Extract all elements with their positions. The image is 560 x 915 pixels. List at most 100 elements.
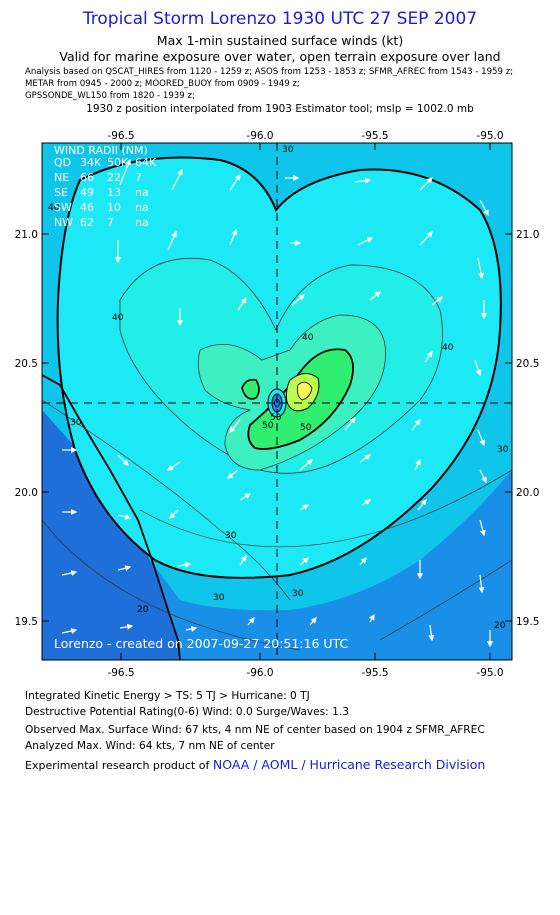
contour-label-7: 30 — [70, 418, 82, 428]
hrd-link[interactable]: NOAA / AOML / Hurricane Research Divisio… — [212, 757, 486, 772]
lat-tick-left-1: 20.5 — [15, 358, 38, 370]
wind-vectors — [61, 158, 493, 648]
wind-60kt-west-blob — [241, 378, 260, 400]
lon-tick-top-1: -96.0 — [246, 130, 273, 142]
wind-vector-18 — [431, 296, 443, 306]
wind-vector-45 — [239, 555, 247, 566]
map-credit: Lorenzo - created on 2007-09-27 20:51:16… — [54, 636, 348, 651]
contour-label-12: 20 — [137, 605, 149, 615]
map-axes: -96.5 -96.5 -96.0 -96.0 -95.5 -95.5 -95.0 -95.0… — [15, 130, 540, 679]
contour-label-4: 50 — [262, 421, 274, 431]
wind-vector-29 — [227, 469, 239, 479]
contour-label-5: 50 — [270, 413, 282, 423]
wind-radii-cell-2-0: SW — [54, 201, 72, 214]
lon-tick-bottom-0: -96.5 — [107, 667, 134, 679]
wind-vector-32 — [414, 458, 421, 471]
wind-vector-41 — [479, 519, 486, 537]
wind-radii-cell-0-3: 7 — [135, 171, 142, 184]
wind-radii-cell-1-1: 49 — [80, 186, 94, 199]
analysis-sources-line-1: Analysis based on QSCAT_HIRES from 1120 … — [25, 67, 514, 77]
lon-tick-top-3: -95.0 — [476, 130, 503, 142]
wind-max-core — [297, 381, 313, 401]
wind-radii-cell-0-0: NE — [54, 171, 69, 184]
wind-radii-header-1: 34K — [80, 156, 102, 169]
wind-vector-20 — [424, 351, 433, 363]
dpr-text: Destructive Potential Rating(0-6) Wind: … — [25, 706, 349, 718]
wind-vector-23 — [344, 417, 356, 431]
contour-label-6: 50 — [300, 423, 312, 433]
wind-vector-35 — [117, 513, 132, 520]
wind-vector-25 — [477, 429, 486, 447]
wind-radii-table: WIND RADII (NM)QD 34K 50K 64K NE 66 22 7 SE 49 13 n… — [54, 144, 157, 229]
wind-radii-title: WIND RADII (NM) — [54, 144, 148, 157]
wind-vector-53 — [247, 617, 255, 626]
wind-vector-1 — [171, 168, 183, 191]
wind-vector-39 — [361, 499, 372, 506]
wind-vector-9 — [229, 228, 238, 246]
wind-vector-12 — [419, 231, 433, 246]
wind-radii-header-3: 64K — [135, 156, 157, 169]
wind-vector-42 — [61, 570, 78, 576]
analyzed-max-wind: Analyzed Max. Wind: 64 kts, 7 nm NE of c… — [25, 740, 275, 752]
contour-label-3: 40 — [442, 343, 454, 353]
lat-tick-right-1: 20.5 — [516, 358, 539, 370]
lon-tick-top-2: -95.5 — [361, 130, 388, 142]
wind-vector-28 — [167, 461, 181, 471]
wind-vector-52 — [185, 625, 198, 632]
wind-vector-31 — [359, 454, 371, 463]
lon-tick-bottom-1: -96.0 — [246, 667, 273, 679]
wind-vector-51 — [119, 623, 134, 630]
wind-radii-cell-2-1: 46 — [80, 201, 94, 214]
wind-vector-43 — [117, 565, 132, 572]
lat-tick-left-3: 19.5 — [15, 616, 38, 628]
credit-prefix: Experimental research product of — [25, 759, 213, 772]
lat-tick-left-0: 21.0 — [15, 229, 38, 241]
map-subtitle-exposure: Valid for marine exposure over water, op… — [59, 49, 501, 64]
contour-label-1: 40 — [112, 313, 124, 323]
wind-radii-cell-2-2: 10 — [107, 201, 121, 214]
wind-vector-27 — [117, 454, 129, 466]
contour-label-11: 30 — [497, 445, 509, 455]
wind-vector-6 — [479, 199, 489, 217]
map-title: Tropical Storm Lorenzo 1930 UTC 27 SEP 2… — [82, 9, 478, 29]
coastline — [42, 374, 181, 660]
wind-vector-44 — [177, 561, 192, 568]
outer-contour-lines — [42, 399, 512, 651]
wind-radii-header-2: 50K — [107, 156, 129, 169]
wind-vector-50 — [61, 628, 78, 634]
wind-vector-5 — [419, 177, 433, 191]
wind-vector-38 — [299, 504, 310, 511]
wind-vector-49 — [478, 574, 485, 594]
wind-radii-cell-3-3: na — [135, 216, 149, 229]
wind-vector-30 — [299, 459, 313, 471]
wind-vector-15 — [237, 297, 247, 311]
wind-vector-40 — [417, 499, 427, 511]
ike-text: Integrated Kinetic Energy > TS: 5 TJ > H… — [25, 690, 310, 702]
wind-radii-cell-1-3: na — [135, 186, 149, 199]
wind-vector-22 — [229, 419, 241, 433]
credit-line: Experimental research product of NOAA / … — [25, 757, 485, 772]
map-subtitle-winds: Max 1-min sustained surface winds (kt) — [156, 33, 404, 48]
lat-tick-left-2: 20.0 — [15, 487, 38, 499]
contour-label-10: 30 — [292, 589, 304, 599]
wind-vector-55 — [369, 613, 375, 623]
wind-vector-46 — [299, 557, 309, 566]
contour-label-9: 30 — [213, 593, 225, 603]
contour-label-2: 40 — [302, 333, 314, 343]
wind-vector-47 — [359, 557, 367, 566]
wind-radii-cell-0-1: 66 — [80, 171, 94, 184]
wind-radii-cell-1-0: SE — [54, 186, 68, 199]
wind-vector-24 — [411, 419, 421, 431]
wind-vector-54 — [309, 617, 317, 626]
contour-label-8: 30 — [225, 531, 237, 541]
lat-tick-right-2: 20.0 — [516, 487, 539, 499]
wind-radii-cell-2-3: na — [135, 201, 149, 214]
lat-tick-right-3: 19.5 — [516, 616, 539, 628]
contour-label-14: 40 — [48, 203, 60, 213]
wind-vector-11 — [357, 237, 374, 246]
wind-radii-cell-1-2: 13 — [107, 186, 121, 199]
lon-tick-bottom-2: -95.5 — [361, 667, 388, 679]
